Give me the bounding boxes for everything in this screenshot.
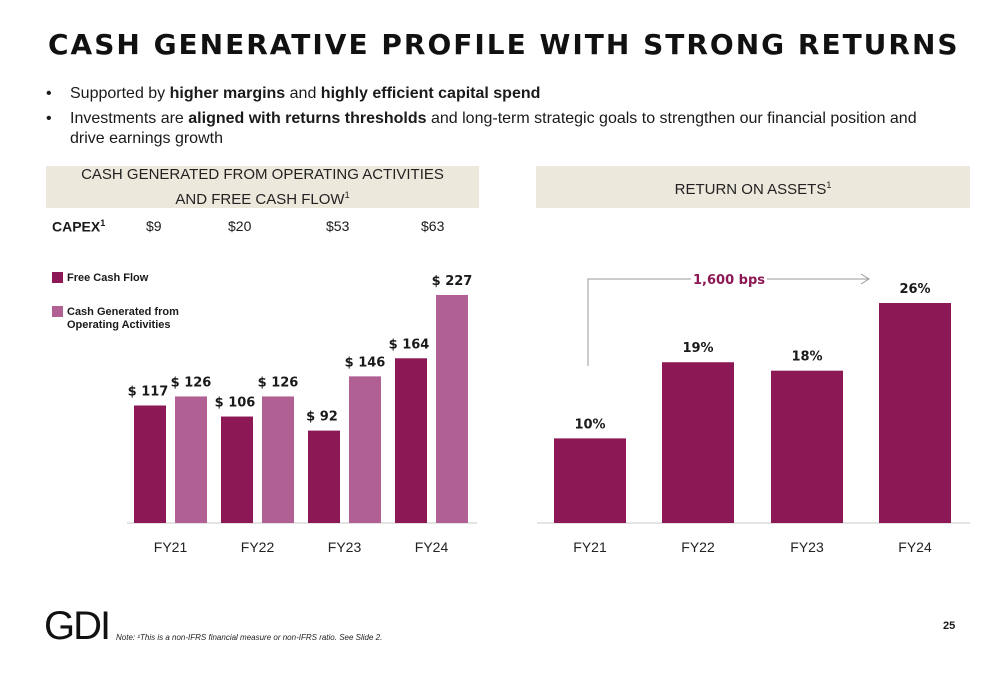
data-label: $ 117 <box>128 384 169 399</box>
legend-item-cash-generated: Cash Generated from Operating Activities <box>52 306 182 332</box>
cash-flow-panel-header: CASH GENERATED FROM OPERATING ACTIVITIES… <box>46 166 479 208</box>
bullet-emphasis: higher margins <box>169 85 286 102</box>
footnote-marker: 1 <box>826 179 832 190</box>
data-label: 18% <box>791 350 822 365</box>
bar <box>308 430 340 523</box>
header-line: AND FREE CASH FLOW <box>175 190 345 208</box>
data-label: 26% <box>899 282 930 297</box>
data-label: 19% <box>682 341 713 356</box>
data-label: $ 126 <box>258 375 299 390</box>
bullet-list: Supported by higher margins and highly e… <box>46 84 926 154</box>
capex-value: $63 <box>421 218 445 234</box>
bullet-emphasis: highly efficient capital spend <box>320 85 541 102</box>
bar <box>395 358 427 523</box>
arrow-icon <box>860 273 870 285</box>
bar <box>436 295 468 523</box>
x-tick-label: FY21 <box>154 539 188 555</box>
legend-label: Cash Generated from Operating Activities <box>67 306 179 331</box>
capex-value: $53 <box>326 218 350 234</box>
footnote: Note: ¹This is a non-IFRS financial meas… <box>116 633 383 642</box>
data-label: $ 92 <box>306 410 338 425</box>
company-logo: GDI <box>44 604 111 648</box>
capex-label: CAPEX1 <box>52 218 105 235</box>
roa-panel-header: RETURN ON ASSETS1 <box>536 166 970 208</box>
bar <box>262 396 294 523</box>
page-number: 25 <box>943 620 956 632</box>
x-tick-label: FY23 <box>790 539 824 555</box>
bar <box>134 405 166 523</box>
x-tick-label: FY24 <box>415 539 449 555</box>
data-label: $ 106 <box>215 396 256 411</box>
data-label: $ 164 <box>389 337 430 352</box>
annotation-label: 1,600 bps <box>693 273 765 288</box>
bar <box>662 362 734 523</box>
data-label: $ 126 <box>171 375 212 390</box>
bullet-emphasis: aligned with returns thresholds <box>188 110 427 127</box>
bar <box>175 396 207 523</box>
footnote-marker: 1 <box>344 189 350 200</box>
header-line: RETURN ON ASSETS <box>674 180 827 198</box>
bar <box>879 303 951 523</box>
capex-label-text: CAPEX <box>52 218 101 235</box>
header-line: CASH GENERATED FROM OPERATING ACTIVITIES <box>81 165 444 183</box>
x-tick-label: FY24 <box>898 539 932 555</box>
data-label: 10% <box>574 417 605 432</box>
bar <box>554 438 626 523</box>
data-label: $ 146 <box>345 355 386 370</box>
bullet-item: Investments are aligned with returns thr… <box>46 109 926 149</box>
footnote-marker: 1 <box>100 218 106 228</box>
legend-item-free-cash-flow: Free Cash Flow <box>52 272 148 285</box>
x-tick-label: FY22 <box>241 539 275 555</box>
bullet-text: and <box>285 85 321 102</box>
legend-label: Free Cash Flow <box>67 272 149 284</box>
bar <box>349 376 381 523</box>
annotation-bracket <box>587 278 691 366</box>
page-title: CASH GENERATIVE PROFILE WITH STRONG RETU… <box>48 28 960 61</box>
capex-value: $9 <box>146 218 162 234</box>
legend-swatch <box>52 272 63 283</box>
x-tick-label: FY22 <box>681 539 715 555</box>
legend-swatch <box>52 306 63 317</box>
bullet-item: Supported by higher margins and highly e… <box>46 84 926 104</box>
bullet-text: and long-term strategic goals to strengt… <box>70 110 917 147</box>
bullet-text: Supported by <box>70 85 170 102</box>
bullet-text: Investments are <box>70 110 189 127</box>
capex-value: $20 <box>228 218 252 234</box>
bar <box>771 370 843 523</box>
bar <box>221 416 253 523</box>
x-tick-label: FY23 <box>328 539 362 555</box>
x-tick-label: FY21 <box>573 539 607 555</box>
data-label: $ 227 <box>432 274 473 289</box>
